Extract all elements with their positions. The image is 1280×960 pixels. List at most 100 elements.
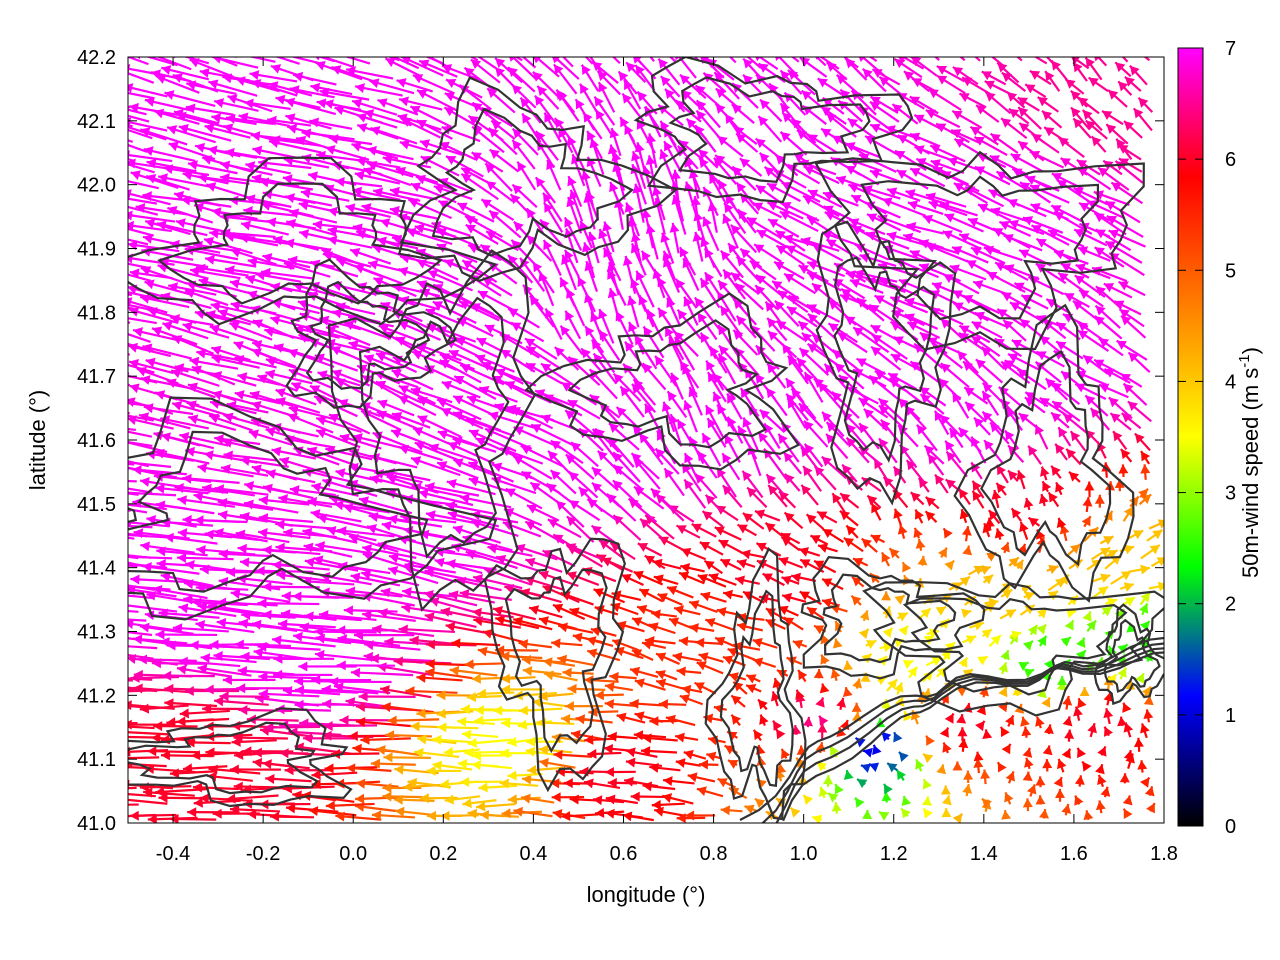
wind-arrowhead (676, 813, 686, 823)
wind-arrowhead (262, 253, 273, 263)
wind-arrowhead (1108, 89, 1119, 100)
wind-arrowhead (597, 450, 608, 461)
wind-arrowhead (1021, 726, 1032, 737)
wind-arrowhead (500, 673, 511, 684)
wind-arrowhead (322, 698, 332, 709)
wind-arrowhead (252, 145, 263, 156)
wind-arrowhead (790, 807, 801, 818)
wind-arrowhead (657, 593, 668, 603)
wind-vector (128, 197, 158, 205)
wind-arrowhead (128, 240, 138, 251)
wind-arrowhead (317, 513, 328, 524)
wind-vector (128, 677, 153, 681)
wind-arrowhead (172, 400, 183, 411)
wind-arrowhead (592, 61, 603, 72)
wind-vector (398, 627, 456, 634)
wind-arrowhead (634, 678, 645, 688)
wind-arrowhead (1085, 120, 1096, 131)
wind-arrowhead (252, 747, 262, 758)
wind-arrowhead (1051, 382, 1062, 393)
wind-arrowhead (101, 732, 110, 742)
wind-arrowhead (565, 410, 576, 420)
wind-arrowhead (419, 793, 429, 804)
wind-arrowhead (846, 437, 857, 448)
wind-arrowhead (906, 221, 917, 232)
wind-arrowhead (195, 142, 206, 153)
wind-arrowhead (451, 638, 461, 649)
wind-arrowhead (377, 399, 388, 409)
wind-arrowhead (155, 786, 165, 797)
wind-arrowhead (785, 378, 796, 389)
wind-arrowhead (662, 793, 673, 803)
wind-arrowhead (538, 744, 549, 755)
wind-arrowhead (705, 494, 716, 505)
wind-arrowhead (1020, 319, 1031, 329)
wind-arrowhead (817, 511, 828, 521)
wind-arrowhead (152, 585, 163, 595)
wind-arrowhead (1043, 659, 1054, 670)
wind-arrowhead (928, 454, 938, 465)
wind-arrowhead (1040, 466, 1050, 477)
wind-arrowhead (965, 635, 977, 645)
wind-arrowhead (782, 592, 793, 603)
wind-arrowhead (1127, 401, 1138, 412)
wind-arrowhead (304, 611, 314, 622)
wind-arrowhead (1045, 378, 1056, 389)
wind-arrowhead (754, 244, 765, 254)
wind-arrowhead (337, 634, 348, 645)
wind-arrowhead (658, 307, 668, 319)
wind-arrowhead (315, 541, 326, 551)
wind-arrowhead (650, 488, 661, 499)
wind-arrowhead (1119, 309, 1130, 319)
wind-arrowhead (651, 609, 661, 620)
wind-arrowhead (762, 573, 773, 583)
wind-arrowhead (787, 355, 798, 367)
wind-arrowhead (417, 734, 427, 745)
wind-arrowhead (275, 388, 286, 398)
wind-arrowhead (571, 154, 581, 165)
wind-arrowhead (847, 118, 859, 128)
wind-arrowhead (923, 808, 933, 819)
wind-arrowhead (722, 453, 732, 464)
wind-arrowhead (1036, 315, 1047, 325)
wind-arrowhead (381, 702, 391, 713)
wind-arrowhead (543, 192, 553, 204)
wind-arrowhead (482, 277, 493, 287)
wind-arrowhead (808, 189, 819, 199)
wind-vector (178, 125, 232, 142)
wind-arrowhead (252, 339, 263, 350)
wind-arrowhead (273, 235, 283, 246)
wind-arrowhead (118, 600, 128, 610)
wind-vector (160, 433, 215, 450)
wind-arrowhead (474, 715, 484, 726)
wind-vector (74, 643, 126, 649)
wind-arrowhead (325, 800, 336, 811)
wind-arrowhead (207, 145, 218, 156)
wind-arrowhead (1076, 159, 1088, 169)
wind-arrowhead (197, 663, 208, 674)
wind-arrowhead (959, 509, 970, 520)
wind-arrowhead (235, 529, 246, 540)
wind-arrowhead (436, 690, 446, 701)
wind-arrowhead (651, 799, 662, 810)
wind-arrowhead (629, 698, 639, 709)
wind-arrowhead (828, 793, 839, 803)
wind-arrowhead (113, 87, 123, 97)
wind-arrowhead (233, 781, 243, 792)
wind-arrowhead (425, 658, 435, 669)
wind-arrowhead (858, 628, 869, 640)
wind-arrowhead (104, 135, 114, 144)
wind-arrowhead (1123, 750, 1134, 761)
wind-arrowhead (249, 390, 260, 401)
wind-arrowhead (566, 288, 576, 299)
wind-arrowhead (314, 626, 324, 637)
wind-vector (80, 268, 126, 278)
wind-vector (214, 487, 269, 496)
wind-arrowhead (262, 483, 273, 494)
wind-arrowhead (605, 794, 616, 805)
wind-arrowhead (828, 323, 839, 333)
wind-arrowhead (936, 764, 947, 775)
wind-vector (142, 564, 200, 575)
wind-arrowhead (724, 434, 734, 445)
wind-arrowhead (415, 174, 426, 185)
